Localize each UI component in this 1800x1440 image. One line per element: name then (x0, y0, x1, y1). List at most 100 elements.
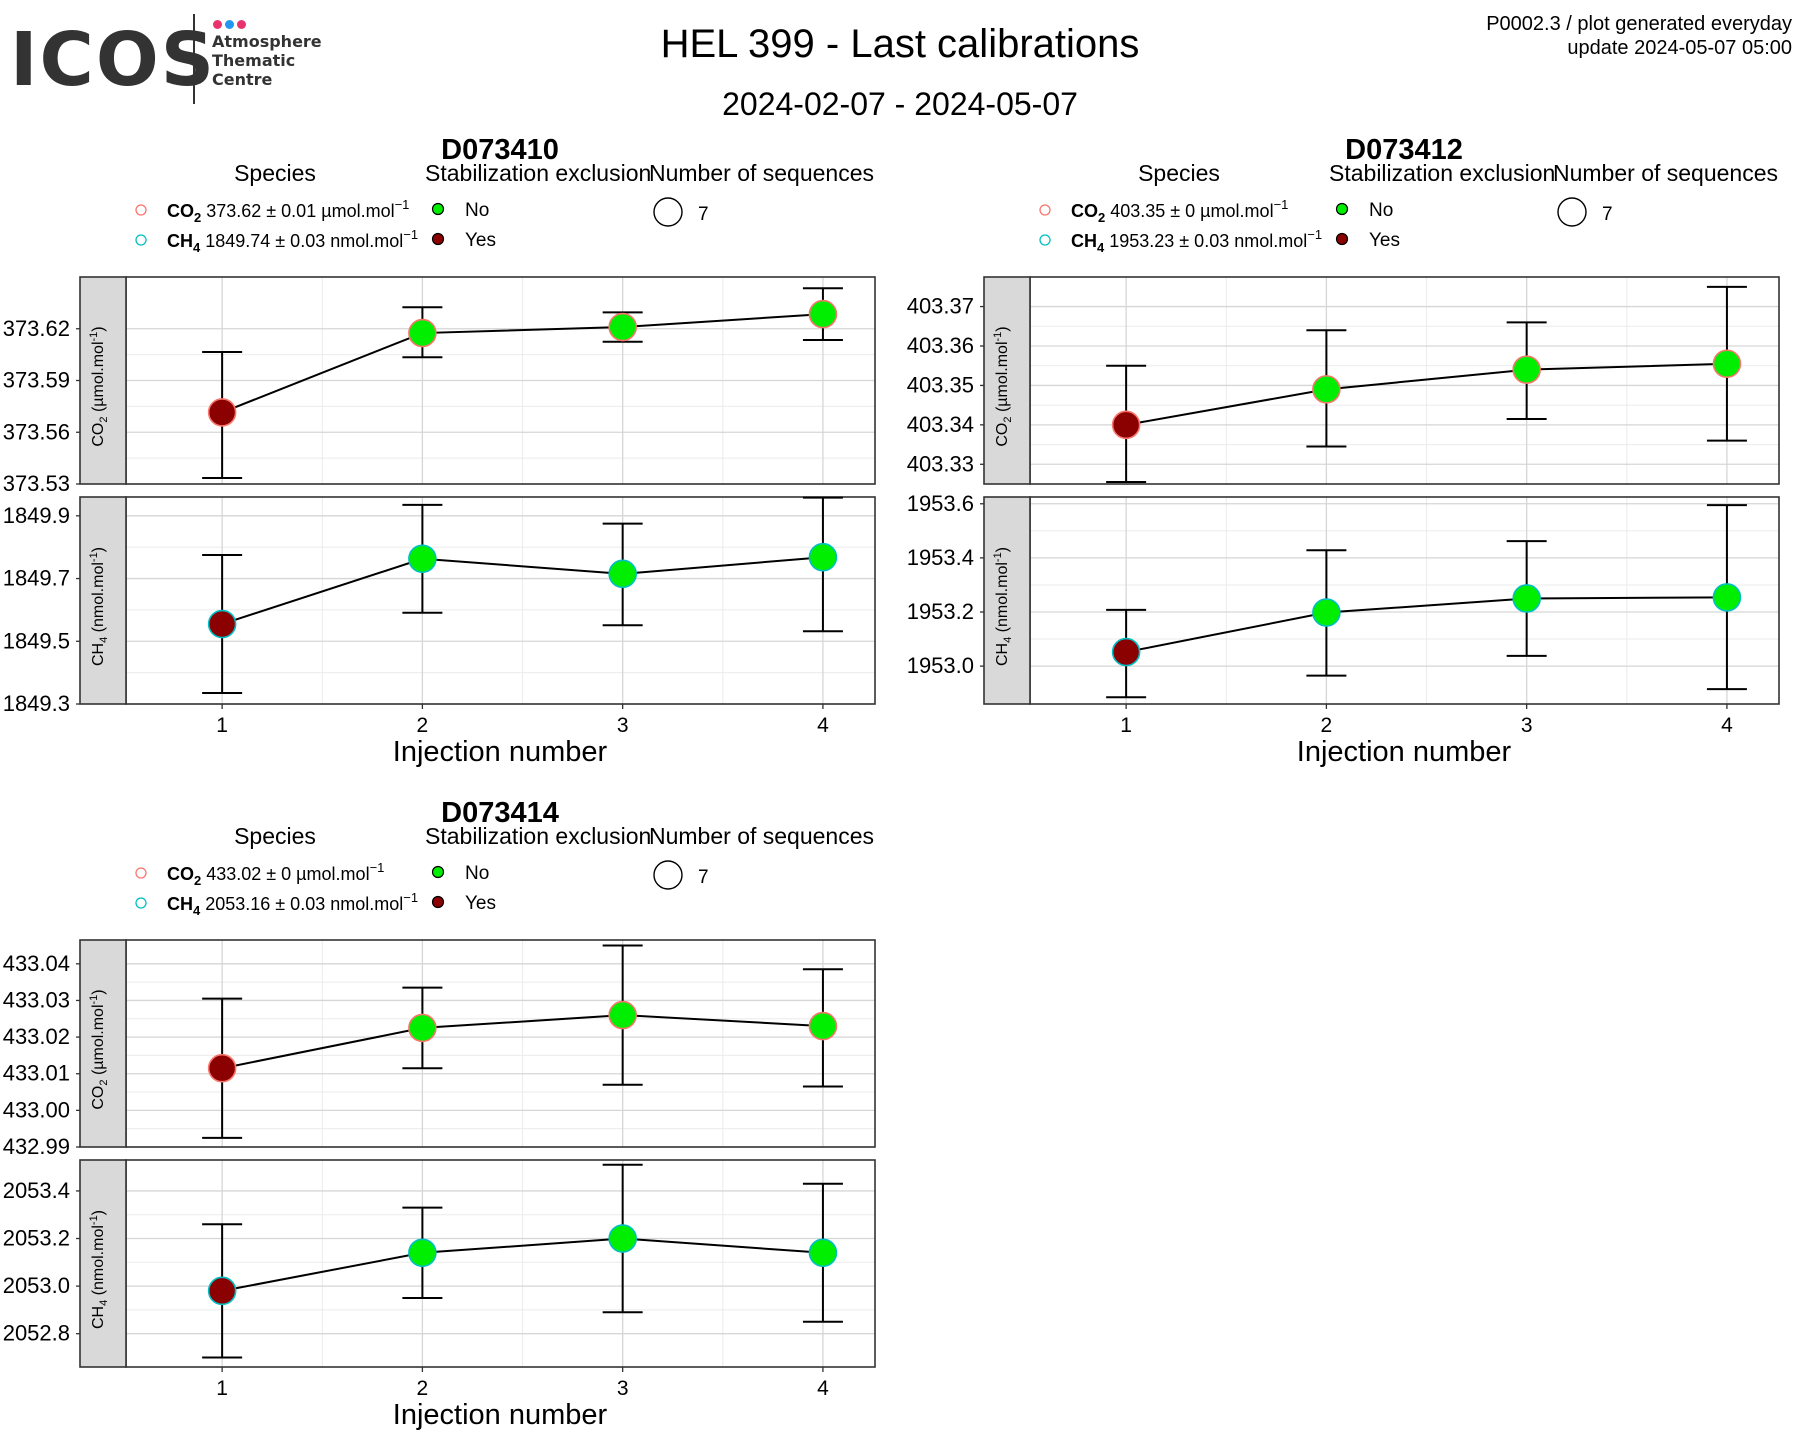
y-tick-label: 1953.0 (907, 653, 974, 678)
legend-key-sequences (653, 197, 683, 227)
strip-unit: (µmol.mol (90, 1004, 107, 1079)
legend-label-stab-yes: Yes (465, 230, 496, 251)
logo-divider (193, 14, 195, 104)
strip-unit: (µmol.mol (994, 341, 1011, 416)
legend-key-sequences (653, 860, 683, 890)
data-point (1312, 598, 1341, 627)
y-tick-label: 2053.2 (3, 1226, 70, 1251)
data-point (207, 1053, 237, 1083)
chart-block: D073414 Species Stabilization exclusionNum… (3, 797, 876, 1431)
date-range: 2024-02-07 - 2024-05-07 (722, 86, 1078, 122)
facet-strip-label: CO2 (µmol.mol-1) (88, 326, 110, 446)
legend-title-species: Species (1138, 160, 1220, 186)
y-tick-label: 2053.0 (3, 1273, 70, 1298)
y-tick-label: 403.36 (907, 333, 974, 358)
panel-co2: 432.99 433.00 433.01 433.02 433.03 433.04 CO2 … (3, 939, 876, 1159)
y-tick-label: 433.00 (3, 1097, 70, 1122)
strip-unit: (µmol.mol (90, 341, 107, 416)
plot-info: P0002.3 / plot generated everyday update… (1486, 12, 1792, 60)
facet-strip (983, 496, 1031, 705)
data-point (408, 1238, 437, 1268)
legend-title-species: Species (234, 823, 316, 849)
y-tick-label: 1953.4 (907, 545, 974, 570)
series-line (1125, 362, 1727, 426)
data-point (608, 559, 637, 589)
y-tick-label: 2052.8 (3, 1321, 70, 1346)
data-point (808, 1238, 838, 1268)
logo-line: Thematic (212, 51, 296, 70)
plot-info-line: P0002.3 / plot generated everyday (1486, 13, 1792, 35)
x-axis-label: Injection number (393, 736, 608, 768)
species-name: CH (167, 231, 193, 251)
facet-strip-label: CH4 (nmol.mol-1) (88, 547, 110, 666)
species-unit-superscript: −1 (370, 860, 385, 875)
strip-superscript: -1 (992, 332, 1004, 342)
y-tick-label: 433.02 (3, 1024, 70, 1049)
data-point (808, 299, 838, 329)
y-tick-label: 433.03 (3, 987, 70, 1012)
x-tick-label: 4 (817, 1377, 829, 1400)
panel-co2: 403.33 403.34 403.35 403.36 403.37 CO2 (µmol.… (907, 276, 1780, 485)
logo-dot (237, 20, 246, 29)
species-stat: 1953.23 ± 0.03 nmol.mol (1104, 231, 1307, 251)
data-point (608, 312, 637, 342)
strip-unit: (nmol.mol (90, 562, 107, 637)
x-tick-label: 1 (216, 1377, 228, 1400)
data-point (408, 318, 437, 348)
data-point (608, 1224, 637, 1253)
data-point (1312, 375, 1341, 404)
species-subscript: 4 (193, 240, 201, 255)
data-point (207, 398, 237, 427)
y-tick-label: 403.33 (907, 451, 974, 476)
species-stat: 433.02 ± 0 µmol.mol (201, 864, 369, 884)
strip-subscript: 2 (98, 1079, 110, 1085)
species-stat: 2053.16 ± 0.03 nmol.mol (200, 894, 403, 914)
legend-title-species: Species (234, 160, 316, 186)
legend-key-co2 (135, 867, 147, 879)
legend-title-sequences: Number of sequences (1553, 160, 1778, 186)
strip-subscript: 2 (1002, 416, 1014, 422)
legend-key-co2 (1039, 204, 1051, 216)
legend-key-stab-yes (431, 232, 445, 246)
chart-title: D073412 (1345, 134, 1463, 166)
legend-key-stab-yes (431, 895, 445, 909)
strip-subscript: 4 (1002, 637, 1014, 643)
strip-unit: (nmol.mol (90, 1225, 107, 1300)
y-tick-label: 403.34 (907, 412, 974, 437)
strip-species: CO (90, 1086, 107, 1110)
species-subscript: 2 (194, 210, 201, 225)
data-point (808, 1011, 838, 1041)
species-subscript: 4 (1097, 240, 1105, 255)
x-tick-label: 4 (1721, 714, 1733, 737)
strip-species: CH (90, 643, 107, 666)
strip-subscript: 2 (98, 416, 110, 422)
y-tick-label: 1849.3 (3, 691, 70, 716)
species-name: CO (1071, 201, 1098, 221)
logo-dots (213, 16, 249, 34)
facet-strip (79, 276, 127, 485)
y-tick-label: 432.99 (3, 1134, 70, 1159)
x-tick-label: 1 (216, 714, 228, 737)
legend-key-ch4 (135, 897, 147, 909)
data-point (408, 1013, 437, 1043)
legend-key-stab-no (431, 865, 445, 879)
legend-label-sequences: 7 (698, 204, 709, 225)
strip-species: CH (90, 1306, 107, 1329)
species-name: CH (1071, 231, 1097, 251)
panel-co2: 373.53 373.56 373.59 373.62 CO2 (µmol.mol-1) (3, 276, 876, 496)
legend-key-ch4 (135, 234, 147, 246)
x-tick-label: 1 (1120, 714, 1132, 737)
legend-species-ch4: CH4 1849.74 ± 0.03 nmol.mol−1 (167, 227, 418, 255)
y-tick-label: 403.37 (907, 294, 974, 319)
y-tick-label: 373.56 (3, 419, 70, 444)
page-title: HEL 399 - Last calibrations (660, 22, 1140, 66)
x-tick-label: 3 (1521, 714, 1533, 737)
logo-line: Atmosphere (212, 32, 322, 51)
legend-title-sequences: Number of sequences (649, 160, 874, 186)
legend-label-stab-yes: Yes (1369, 230, 1400, 251)
y-tick-label: 433.04 (3, 951, 70, 976)
strip-species: CO (994, 423, 1011, 447)
